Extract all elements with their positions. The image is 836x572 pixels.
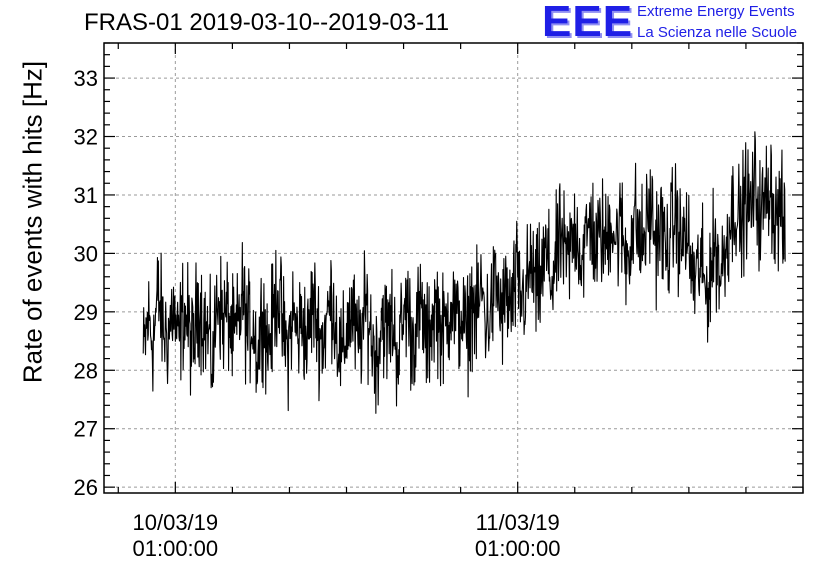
axis-ticks xyxy=(104,42,804,493)
x-tick-label-date: 10/03/19 xyxy=(133,510,219,535)
x-tick-label-date: 11/03/19 xyxy=(476,510,560,535)
eee-logo: EEE xyxy=(542,0,634,46)
plot-border xyxy=(103,42,804,494)
y-tick-label: 27 xyxy=(74,417,98,442)
chart-title: FRAS-01 2019-03-10--2019-03-11 xyxy=(84,9,450,36)
y-tick-label: 29 xyxy=(74,300,98,325)
y-tick-label: 26 xyxy=(74,475,98,500)
y-axis-label: Rate of events with hits [Hz] xyxy=(17,60,48,384)
y-tick-label: 32 xyxy=(74,125,98,150)
logo-subtitle-2: La Scienza nelle Scuole xyxy=(637,24,798,41)
y-tick-label: 28 xyxy=(74,358,98,383)
x-tick-label-time: 01:00:00 xyxy=(475,536,561,561)
y-tick-label: 31 xyxy=(74,183,98,208)
x-tick-label-time: 01:00:00 xyxy=(133,536,219,561)
plot-frame xyxy=(103,42,804,494)
tick-labels: 262728293031323310/03/1901:00:0011/03/19… xyxy=(74,66,561,561)
rate-series xyxy=(142,131,786,414)
y-tick-label: 30 xyxy=(74,241,98,266)
logo-subtitle-1: Extreme Energy Events xyxy=(637,3,795,20)
series-line xyxy=(142,131,786,414)
y-tick-label: 33 xyxy=(74,66,98,91)
